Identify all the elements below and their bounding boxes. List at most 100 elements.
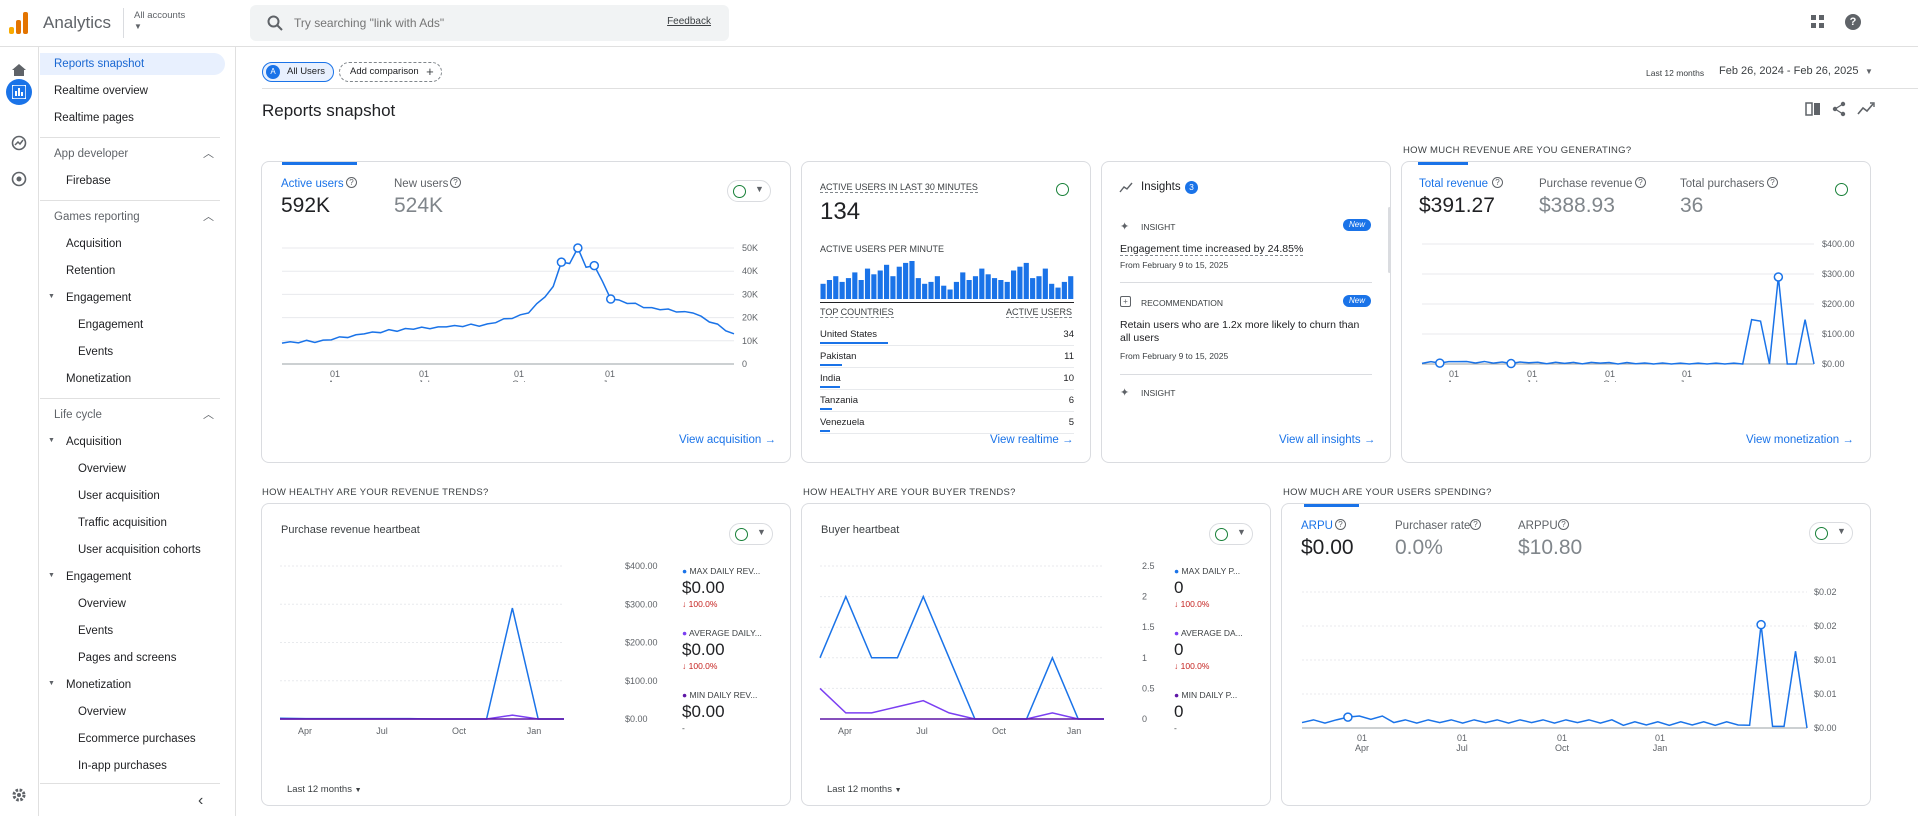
date-range-label[interactable]: Last 12 months (1646, 68, 1705, 78)
recommendation-text[interactable]: Retain users who are 1.2x more likely to… (1120, 319, 1360, 344)
caret-down-icon[interactable]: ▼ (48, 437, 55, 444)
per-minute-bar (820, 283, 826, 299)
table-row[interactable]: Venezuela 5 (820, 414, 1074, 436)
search-bar[interactable]: Feedback (250, 5, 729, 41)
table-row[interactable]: Tanzania 6 (820, 392, 1074, 414)
metric-total-purchasers-label[interactable]: Total purchasers (1680, 178, 1765, 190)
help-icon[interactable]: ? (1767, 177, 1778, 188)
metric-purchase-revenue-label[interactable]: Purchase revenue (1539, 178, 1633, 190)
feedback-link[interactable]: Feedback (667, 16, 711, 27)
stat-change: ↓ 100.0% (682, 661, 718, 671)
data-quality-dropdown[interactable]: ▼ (1809, 522, 1853, 544)
nav-lc-eng-overview[interactable]: Overview (78, 598, 126, 610)
view-monetization-link[interactable]: View monetization → (1746, 434, 1854, 446)
nav-section-games-reporting[interactable]: Games reporting (54, 211, 140, 223)
caret-down-icon[interactable]: ▼ (48, 293, 55, 300)
chevron-up-icon[interactable]: ︿ (203, 211, 214, 223)
caret-down-icon: ▼ (755, 184, 764, 194)
nav-in-app-purchases[interactable]: In-app purchases (78, 760, 167, 772)
help-icon[interactable]: ? (1635, 177, 1646, 188)
caret-down-icon[interactable]: ▼ (1865, 67, 1873, 76)
metric-active-users-label[interactable]: Active users (281, 178, 344, 190)
nav-lc-mon-overview[interactable]: Overview (78, 706, 126, 718)
apps-grid-icon[interactable] (1811, 15, 1825, 29)
nav-lc-acquisition[interactable]: Acquisition (66, 436, 122, 448)
account-picker[interactable]: All accounts ▼ (134, 10, 185, 31)
analytics-logo[interactable] (9, 12, 29, 34)
explore-icon[interactable] (11, 135, 27, 151)
date-range-dropdown[interactable]: Last 12 months ▼ (287, 784, 362, 795)
nav-lc-events[interactable]: Events (78, 625, 114, 637)
share-icon[interactable] (1831, 101, 1847, 117)
view-acquisition-link[interactable]: View acquisition → (679, 434, 776, 446)
nav-lc-monetization[interactable]: Monetization (66, 679, 132, 691)
date-range-dropdown[interactable]: Last 12 months ▼ (827, 784, 902, 795)
caret-down-icon[interactable]: ▼ (48, 680, 55, 687)
help-icon[interactable]: ? (1492, 177, 1503, 188)
caret-down-icon[interactable]: ▼ (48, 572, 55, 579)
country-cell: United States (820, 329, 878, 340)
view-all-insights-link[interactable]: View all insights → (1279, 434, 1375, 446)
nav-user-acquisition-cohorts[interactable]: User acquisition cohorts (78, 544, 201, 556)
view-realtime-link[interactable]: View realtime → (990, 434, 1074, 446)
col-top-countries[interactable]: TOP COUNTRIES (820, 307, 894, 318)
help-icon[interactable]: ? (1335, 519, 1346, 530)
nav-ecommerce-purchases[interactable]: Ecommerce purchases (78, 733, 196, 745)
search-input[interactable] (294, 13, 634, 33)
data-quality-dropdown[interactable]: ▼ (729, 523, 773, 545)
x-tick-label: Apr (838, 726, 852, 736)
nav-games-engagement[interactable]: Engagement (66, 292, 132, 304)
all-users-chip[interactable]: A All Users (262, 62, 335, 82)
collapse-chevron-icon[interactable]: ‹ (198, 792, 204, 809)
nav-games-retention[interactable]: Retention (66, 265, 116, 277)
metric-arpu-label[interactable]: ARPU (1301, 520, 1333, 532)
scrollbar[interactable] (1388, 207, 1391, 273)
insights-trend-icon[interactable] (1857, 101, 1875, 117)
nav-reports-snapshot[interactable]: Reports snapshot (40, 53, 225, 75)
metric-new-users-label[interactable]: New users (394, 178, 449, 190)
country-cell: Pakistan (820, 351, 857, 362)
table-row[interactable]: United States 34 (820, 326, 1074, 348)
date-range-value[interactable]: Feb 26, 2024 - Feb 26, 2025 (1719, 65, 1859, 77)
row-divider (820, 411, 1074, 412)
reports-icon[interactable] (6, 79, 32, 105)
help-icon[interactable]: ? (1470, 519, 1481, 530)
home-icon[interactable] (11, 63, 27, 77)
settings-gear-icon[interactable] (11, 787, 27, 803)
data-quality-icon[interactable] (1831, 179, 1853, 201)
chevron-up-icon[interactable]: ︿ (203, 409, 214, 421)
data-quality-icon[interactable] (1052, 179, 1074, 201)
data-quality-dropdown[interactable]: ▼ (1209, 523, 1253, 545)
nav-pages-and-screens[interactable]: Pages and screens (78, 652, 177, 664)
nav-games-events[interactable]: Events (78, 346, 114, 358)
table-row[interactable]: Pakistan 11 (820, 348, 1074, 370)
nav-realtime-pages[interactable]: Realtime pages (54, 112, 134, 124)
nav-games-monetization[interactable]: Monetization (66, 373, 132, 385)
data-quality-dropdown[interactable]: ▼ (727, 180, 771, 202)
nav-games-engagement-sub[interactable]: Engagement (78, 319, 144, 331)
help-icon[interactable]: ? (346, 177, 357, 188)
nav-section-life-cycle[interactable]: Life cycle (54, 409, 102, 421)
y-tick-label: $400.00 (625, 561, 658, 571)
add-comparison-button[interactable]: Add comparison + (339, 62, 442, 82)
nav-user-acquisition[interactable]: User acquisition (78, 490, 160, 502)
metric-purchaser-rate-label[interactable]: Purchaser rate (1395, 520, 1471, 532)
insight-text[interactable]: Engagement time increased by 24.85% (1120, 243, 1304, 256)
advertising-icon[interactable] (11, 171, 27, 187)
nav-firebase[interactable]: Firebase (66, 175, 111, 187)
nav-lc-acq-overview[interactable]: Overview (78, 463, 126, 475)
metric-arppu-label[interactable]: ARPPU (1518, 520, 1558, 532)
help-icon[interactable]: ? (450, 177, 461, 188)
help-icon[interactable]: ? (1845, 14, 1861, 30)
chevron-up-icon[interactable]: ︿ (203, 148, 214, 160)
nav-realtime-overview[interactable]: Realtime overview (54, 85, 148, 97)
nav-section-app-developer[interactable]: App developer (54, 148, 129, 160)
nav-traffic-acquisition[interactable]: Traffic acquisition (78, 517, 167, 529)
help-icon[interactable]: ? (1558, 519, 1569, 530)
nav-lc-engagement[interactable]: Engagement (66, 571, 132, 583)
customize-report-icon[interactable] (1805, 101, 1821, 117)
table-row[interactable]: India 10 (820, 370, 1074, 392)
nav-games-acquisition[interactable]: Acquisition (66, 238, 122, 250)
col-active-users[interactable]: ACTIVE USERS (1005, 307, 1072, 318)
metric-total-revenue-label[interactable]: Total revenue (1419, 178, 1489, 190)
